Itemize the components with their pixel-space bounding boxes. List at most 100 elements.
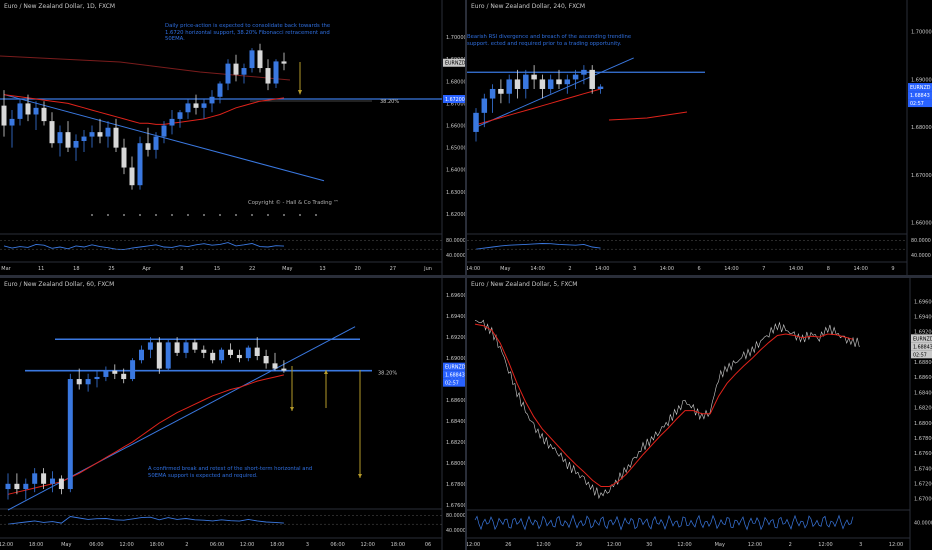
candle-body — [193, 103, 199, 108]
countdown-tag-bg — [908, 99, 932, 108]
candle-body — [531, 74, 537, 80]
event-dot — [91, 214, 93, 216]
projection-arrow-head — [290, 407, 294, 411]
price-tick-label: 1.68600 — [446, 398, 465, 404]
oscillator-tick-label: 40.0000 — [911, 253, 931, 259]
price-tick-label: 1.65000 — [446, 146, 465, 152]
time-tick-label: 14:00 — [724, 266, 738, 272]
candle-body — [177, 112, 183, 119]
time-tick-label: 8 — [827, 266, 830, 272]
candle-body — [272, 363, 278, 369]
event-dot — [155, 214, 157, 216]
price-tick-label: 1.70000 — [446, 35, 465, 41]
event-dot — [187, 214, 189, 216]
time-tick-label: 2 — [185, 542, 188, 548]
time-tick-label: 27 — [390, 266, 396, 272]
candle-body — [25, 103, 31, 115]
candle-body — [581, 69, 587, 75]
daily-chart-svg: 1.700001.690001.680001.670001.660001.650… — [0, 0, 465, 275]
chart-pane-daily[interactable]: 1.700001.690001.680001.670001.660001.650… — [0, 0, 465, 275]
analysis-note: A confirmed break and retest of the shor… — [148, 466, 313, 479]
candle-body — [556, 79, 562, 85]
time-tick-label: 25 — [108, 266, 114, 272]
price-tick-label: 1.69200 — [446, 335, 465, 341]
event-dot — [299, 214, 301, 216]
h4-chart-svg: 1.70000 1.69000 1.68000 1.67000 1.66000 14:00… — [467, 0, 932, 275]
time-tick-label: 12:00 — [361, 542, 375, 548]
candle-body — [281, 61, 287, 64]
candle-body — [112, 370, 118, 374]
candle-body — [245, 347, 251, 359]
candle-body — [219, 349, 225, 361]
time-tick-label: 18:00 — [150, 542, 164, 548]
price-line — [474, 319, 860, 500]
symbol-tag-bg — [908, 83, 932, 92]
event-dot — [251, 214, 253, 216]
price-tag: 1.68843 — [445, 373, 465, 379]
pane-title: Euro / New Zealand Dollar, 60, FXCM — [4, 281, 115, 288]
time-tick-label: Apr — [142, 266, 152, 272]
candle-body — [41, 473, 47, 484]
ema-line — [474, 323, 854, 487]
price-tick-label: 1.67600 — [914, 451, 932, 457]
price-tick-label: 1.68600 — [914, 375, 932, 381]
time-tick-label: 7 — [762, 266, 765, 272]
price-tick-label: 1.68400 — [446, 419, 465, 425]
candle-body — [263, 356, 269, 364]
time-tick-label: 12:00 — [889, 542, 903, 548]
candle-body — [589, 69, 595, 89]
candle-body — [217, 83, 223, 97]
symbol-tag: EURNZD — [910, 85, 931, 91]
time-tick-label: Mar — [1, 266, 11, 272]
oscillator-line — [475, 243, 601, 250]
time-tick-label: 18 — [73, 266, 79, 272]
time-tick-label: 3 — [633, 266, 636, 272]
candle-body — [254, 347, 260, 356]
candle-body — [597, 86, 604, 89]
candle-body — [5, 483, 11, 490]
price-tick-label: 1.64000 — [446, 168, 465, 174]
price-tick-label: 1.67000 — [914, 497, 932, 503]
candle-body — [17, 103, 23, 119]
candle-body — [547, 79, 554, 89]
candle-body — [201, 103, 207, 108]
oscillator-tick-label: 40.0000 — [446, 253, 465, 259]
price-tick-label: 1.69200 — [914, 330, 932, 336]
candle-body — [147, 342, 153, 350]
event-dot — [315, 214, 317, 216]
candle-body — [265, 68, 271, 84]
time-tick-label: 3 — [306, 542, 309, 548]
candle-body — [85, 379, 91, 385]
candle-body — [137, 143, 143, 186]
candle-body — [57, 132, 63, 144]
time-tick-label: 29 — [576, 542, 582, 548]
candle-body — [241, 68, 247, 75]
h1-chart-svg: 1.696001.694001.692001.690001.688001.686… — [0, 278, 465, 550]
time-tick-label: 26 — [505, 542, 511, 548]
price-tick-label: 1.69600 — [914, 299, 932, 305]
candle-body — [233, 63, 239, 75]
candle-body — [572, 74, 579, 80]
candle-body — [514, 79, 521, 89]
price-tick-label: 1.68000 — [914, 421, 932, 427]
price-tag-bg — [911, 342, 932, 351]
time-tick-label: 06:00 — [330, 542, 344, 548]
candle-body — [169, 118, 175, 126]
event-dot — [219, 214, 221, 216]
candle-body — [103, 370, 109, 377]
candle-body — [14, 483, 20, 490]
analysis-note: Bearish RSI divergence and breach of the… — [467, 34, 632, 47]
time-tick-label: 9 — [891, 266, 894, 272]
symbol-tag-bg — [911, 334, 932, 343]
chart-pane-5[interactable]: 1.696001.694001.692001.690001.688001.686… — [467, 278, 932, 550]
symbol-tag: EURNZD — [913, 336, 932, 342]
chart-pane-60[interactable]: 1.696001.694001.692001.690001.688001.686… — [0, 278, 465, 550]
analysis-note: Daily price-action is expected to consol… — [165, 23, 331, 43]
candle-body — [113, 127, 119, 148]
time-tick-label: 15 — [214, 266, 220, 272]
chart-pane-240[interactable]: 1.70000 1.69000 1.68000 1.67000 1.66000 14:00… — [467, 0, 932, 275]
time-tick-label: 14:00 — [595, 266, 609, 272]
countdown-tag: 02:57 — [913, 352, 927, 358]
price-tick-label: 1.63000 — [446, 190, 465, 196]
candle-body — [23, 483, 29, 490]
